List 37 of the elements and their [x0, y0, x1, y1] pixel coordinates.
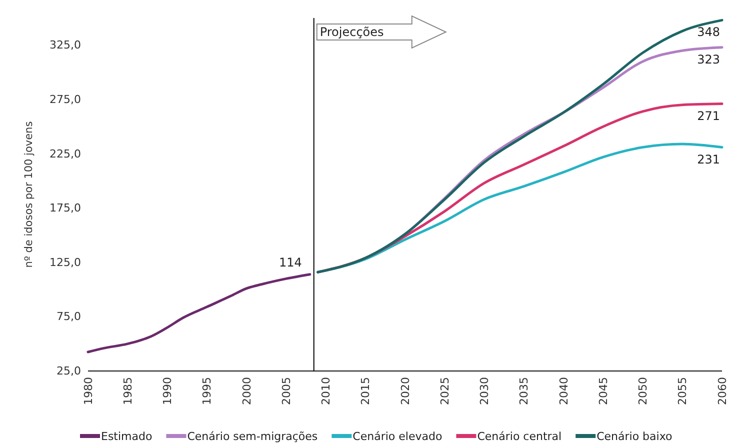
x-tick-label: 2010 — [320, 377, 333, 405]
x-tick-label: 2060 — [716, 377, 729, 405]
y-tick-label: 175,0 — [50, 202, 81, 215]
y-tick-label: 275,0 — [50, 92, 81, 106]
x-tick-label: 2050 — [636, 377, 650, 405]
data-label: 348 — [697, 25, 720, 40]
x-tick-label: 2045 — [596, 377, 610, 405]
x-tick-label: 1990 — [161, 377, 174, 405]
x-tick-label: 1995 — [200, 377, 214, 405]
legend-label: Cenário elevado — [352, 430, 442, 443]
legend-label: Cenário central — [477, 430, 562, 443]
x-tick-label: 2030 — [478, 377, 492, 405]
legend-label: Cenário sem-migrações — [187, 430, 318, 443]
data-label: 271 — [697, 108, 720, 123]
y-tick-label: 75,0 — [56, 310, 81, 324]
y-axis-title: nº de idosos por 100 jovens — [23, 121, 35, 268]
data-label: 323 — [697, 52, 720, 66]
x-tick-label: 2055 — [676, 377, 690, 405]
data-label: 231 — [697, 152, 720, 166]
x-tick-label: 2020 — [398, 377, 412, 405]
y-tick-label: 125,0 — [50, 256, 81, 269]
x-tick-label: 2035 — [518, 377, 531, 405]
x-tick-label: 2005 — [280, 377, 293, 405]
line-series — [86, 273, 312, 354]
data-label: 114 — [278, 255, 302, 270]
y-tick-label: 225,0 — [50, 147, 81, 160]
x-tick-label: 2015 — [359, 377, 372, 405]
x-tick-label: 1980 — [82, 377, 95, 405]
x-tick-label: 2040 — [557, 377, 570, 405]
y-tick-label: 325,0 — [50, 38, 81, 52]
y-tick-label: 25,0 — [56, 364, 81, 378]
legend-label: Estimado — [101, 430, 152, 443]
x-tick-label: 2025 — [438, 377, 452, 405]
ref-line-label: Projecções — [320, 25, 384, 39]
x-tick-label: 2000 — [240, 377, 254, 405]
legend-label: Cenário baixo — [596, 430, 673, 443]
x-tick-label: 1985 — [121, 377, 134, 405]
